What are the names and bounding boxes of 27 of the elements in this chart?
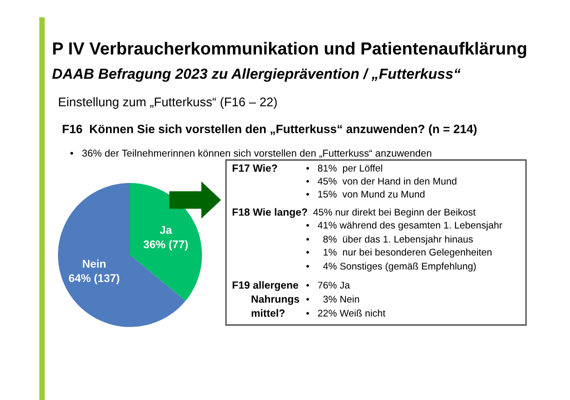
pie-slice <box>130 183 202 301</box>
text: DAAB Befragung 2023 zu Allergieprävention / „Futterkuss“ <box>52 68 461 82</box>
text: Nahrungs <box>252 295 300 305</box>
text: • 1% nur bei besonderen Gelegenheiten <box>306 248 492 258</box>
pie-slice <box>58 183 186 327</box>
text: • 36% der Teilnehmerinnen können sich vorstellen den „Futterkuss“ anzuwenden <box>70 149 432 158</box>
text: F19 allergene <box>232 281 298 291</box>
text: F16 Können Sie sich vorstellen den „Futterkuss“ anzuwenden? (n = 214) <box>62 124 477 136</box>
text: F17 Wie? <box>232 164 278 172</box>
text: • 3% Nein <box>306 295 360 303</box>
text: Einstellung zum „Futterkuss“ (F16 – 22) <box>59 97 277 109</box>
text: • 8% über das 1. Lebensjahr hinaus <box>306 235 473 245</box>
slice-label: Ja <box>160 226 172 234</box>
text: mittel? <box>252 309 285 317</box>
text: F18 Wie lange? <box>232 208 308 218</box>
data-label: 64% (137) <box>68 274 120 284</box>
text: • 41% während des gesamten 1. Lebensjahr <box>306 221 502 231</box>
data-label: 36% (77) <box>144 240 188 250</box>
text: 45% nur direkt bei Beginn der Beikost <box>313 208 476 218</box>
text: • 15% von Mund zu Mund <box>306 190 424 198</box>
slice-label: Nein <box>82 260 106 268</box>
text: P IV Verbraucherkommunikation und Patientenaufklärung <box>53 42 526 58</box>
text: • 22% Weiß nicht <box>306 309 386 317</box>
text: • 45% von der Hand in den Mund <box>306 177 456 185</box>
text: • 81% per Löffel <box>306 164 382 174</box>
text: • 76% Ja <box>306 282 350 289</box>
text: • 4% Sonstiges (gemäß Empfehlung) <box>306 262 476 272</box>
